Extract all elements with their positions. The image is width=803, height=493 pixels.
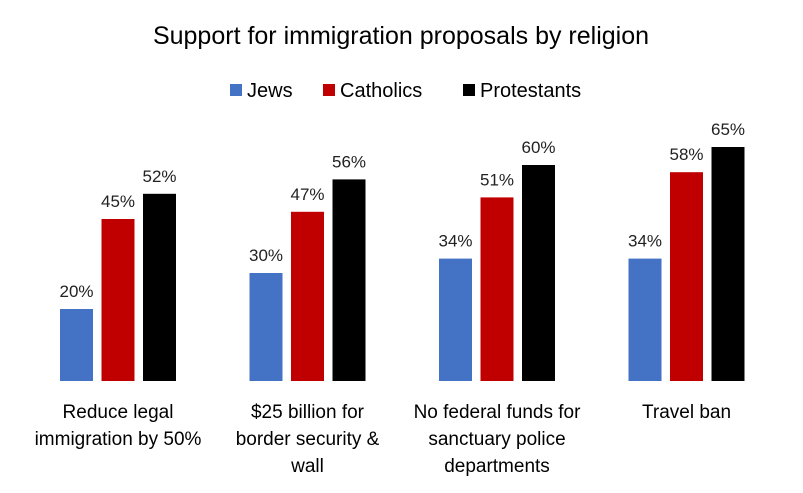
legend-swatch-jews xyxy=(230,84,242,96)
category-label-1-line-2: immigration by 50% xyxy=(35,429,202,450)
legend-label-catholics: Catholics xyxy=(340,80,422,102)
data-label-catholics-4: 58% xyxy=(669,145,703,164)
category-labels: Reduce legal immigration by 50% $25 billio… xyxy=(35,402,731,477)
bar-jews-4 xyxy=(628,258,662,381)
data-label-protestants-4: 65% xyxy=(711,120,745,139)
bar-jews-3 xyxy=(439,258,472,381)
data-label-catholics-1: 45% xyxy=(101,192,135,211)
data-label-catholics-3: 51% xyxy=(480,170,514,189)
bar-catholics-2 xyxy=(291,211,324,381)
legend-swatch-protestants xyxy=(463,84,475,96)
category-label-2-line-2: border security & xyxy=(236,429,380,450)
legend: Jews Catholics Protestants xyxy=(230,80,581,102)
category-label-2-line-1: $25 billion for xyxy=(251,402,365,423)
data-label-protestants-3: 60% xyxy=(521,138,555,157)
bar-jews-2 xyxy=(249,273,283,381)
category-label-3-line-1: No federal funds for xyxy=(414,402,582,423)
bar-protestants-2 xyxy=(332,179,366,381)
bar-jews-1 xyxy=(60,309,93,381)
chart-title: Support for immigration proposals by rel… xyxy=(153,22,649,50)
bar-protestants-1 xyxy=(143,193,176,381)
category-label-3-line-2: sanctuary police xyxy=(428,429,565,450)
data-label-jews-2: 30% xyxy=(249,246,283,265)
legend-label-protestants: Protestants xyxy=(480,80,581,102)
data-label-protestants-1: 52% xyxy=(142,167,176,186)
category-label-1-line-1: Reduce legal xyxy=(63,402,174,423)
data-label-jews-3: 34% xyxy=(438,232,472,251)
legend-swatch-catholics xyxy=(323,84,335,96)
bar-catholics-4 xyxy=(670,172,703,381)
data-label-jews-4: 34% xyxy=(628,232,662,251)
legend-label-jews: Jews xyxy=(247,80,293,102)
category-label-4-line-1: Travel ban xyxy=(642,402,731,423)
bar-protestants-4 xyxy=(711,147,745,381)
bar-catholics-3 xyxy=(480,197,514,381)
data-label-catholics-2: 47% xyxy=(290,185,324,204)
bar-catholics-1 xyxy=(101,219,135,381)
data-label-protestants-2: 56% xyxy=(332,152,366,171)
data-labels: 20% 45% 52% 30% 47% 56% 34% 51% 60% 34% 58% 65% xyxy=(59,120,745,301)
bar-protestants-3 xyxy=(522,165,555,381)
data-label-jews-1: 20% xyxy=(59,282,93,301)
bars xyxy=(60,147,745,381)
category-label-2-line-3: wall xyxy=(290,456,324,477)
category-label-3-line-3: departments xyxy=(444,456,550,477)
